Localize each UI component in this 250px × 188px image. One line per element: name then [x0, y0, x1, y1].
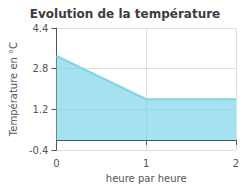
svg-text:heure par heure: heure par heure	[106, 173, 187, 184]
svg-text:2.8: 2.8	[33, 63, 49, 74]
svg-text:-0.4: -0.4	[29, 145, 49, 156]
svg-text:Température en °C: Température en °C	[8, 42, 19, 137]
svg-text:1: 1	[143, 158, 149, 169]
svg-text:2: 2	[233, 158, 239, 169]
svg-text:Evolution de la température: Evolution de la température	[30, 7, 221, 21]
svg-text:0: 0	[53, 158, 59, 169]
svg-text:1.2: 1.2	[33, 104, 49, 115]
svg-text:4.4: 4.4	[33, 23, 49, 34]
